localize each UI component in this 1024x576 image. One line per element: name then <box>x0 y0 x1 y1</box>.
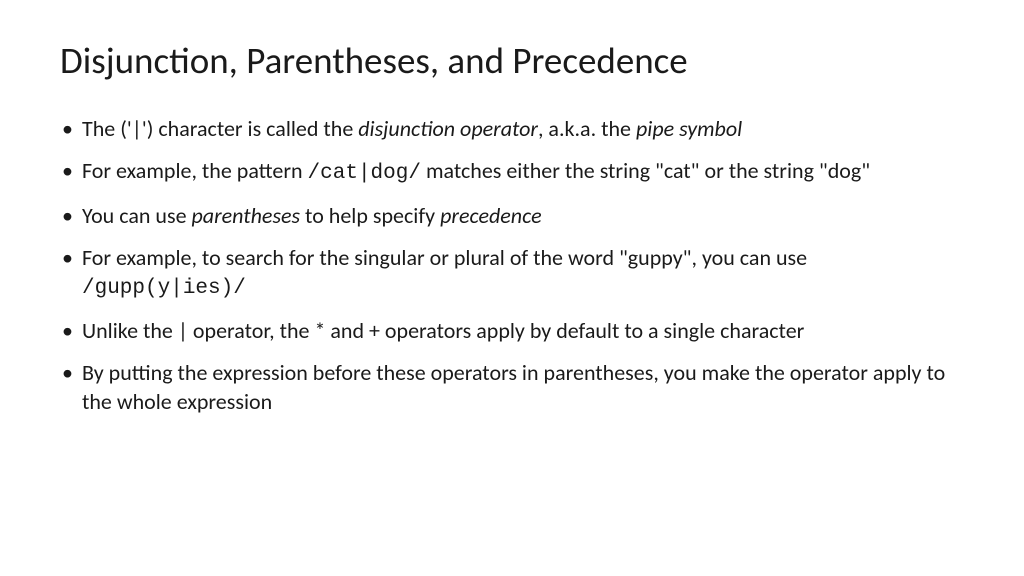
bullet-list: The ('|') character is called the disjun… <box>60 115 964 416</box>
slide-title: Disjunction, Parentheses, and Precedence <box>60 38 964 83</box>
code-text: /gupp(y|ies)/ <box>82 277 246 300</box>
text-run: For example, to search for the singular … <box>82 244 807 271</box>
list-item: Unlike the | operator, the * and + opera… <box>60 317 964 345</box>
italic-text: disjunction operator <box>358 115 538 142</box>
italic-text: precedence <box>440 202 542 229</box>
text-run: matches either the string "cat" or the s… <box>421 157 870 184</box>
list-item: For example, to search for the singular … <box>60 244 964 303</box>
text-run: Unlike the | operator, the * and + opera… <box>82 317 804 344</box>
list-item: For example, the pattern /cat|dog/ match… <box>60 157 964 188</box>
list-item: You can use parentheses to help specify … <box>60 202 964 230</box>
text-run: to help specify <box>300 202 440 229</box>
slide: Disjunction, Parentheses, and Precedence… <box>0 0 1024 576</box>
italic-text: pipe symbol <box>636 115 742 142</box>
code-text: /cat|dog/ <box>308 162 421 185</box>
text-run: By putting the expression before these o… <box>82 359 945 414</box>
text-run: You can use <box>82 202 191 229</box>
text-run: For example, the pattern <box>82 157 308 184</box>
text-run: , a.k.a. the <box>538 115 636 142</box>
list-item: The ('|') character is called the disjun… <box>60 115 964 143</box>
text-run: The ('|') character is called the <box>82 115 358 142</box>
italic-text: parentheses <box>191 202 300 229</box>
list-item: By putting the expression before these o… <box>60 359 964 415</box>
